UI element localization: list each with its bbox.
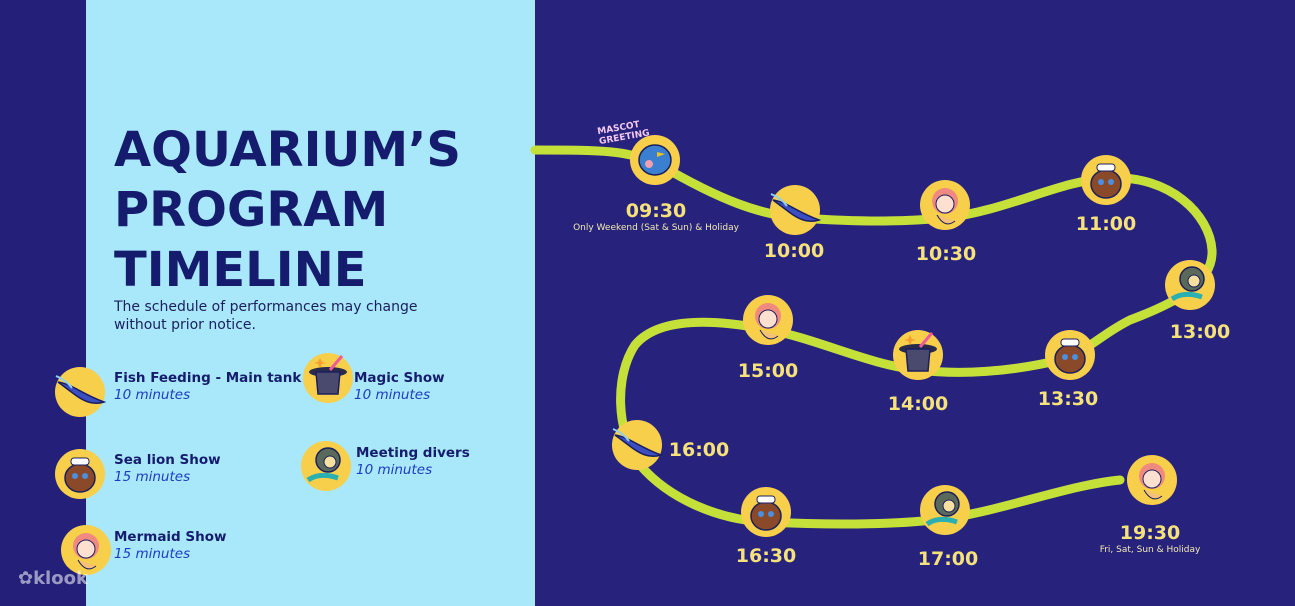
diver-icon: [298, 438, 354, 494]
mermaid-icon: [1124, 452, 1180, 508]
sea-lion-icon: [52, 446, 108, 502]
event-time: 15:00: [737, 360, 799, 382]
mermaid-icon: [917, 177, 973, 233]
sea-lion-icon: [1042, 327, 1098, 383]
event-time: 09:30: [625, 200, 687, 222]
sea-lion-icon: [738, 484, 794, 540]
legend-duration: 15 minutes: [114, 469, 191, 485]
mascot-icon: [627, 132, 683, 188]
event-time: 16:30: [735, 545, 797, 567]
klook-logo: ✿klook: [18, 568, 88, 589]
event-time: 13:30: [1037, 388, 1099, 410]
legend-duration: 10 minutes: [354, 387, 431, 403]
legend-name: Sea lion Show: [114, 452, 221, 468]
legend-name: Mermaid Show: [114, 529, 227, 545]
event-time: 11:00: [1075, 213, 1137, 235]
title-line: TIMELINE: [114, 242, 367, 298]
stingray-icon: [609, 417, 665, 473]
diver-icon: [917, 482, 973, 538]
event-time: 10:00: [763, 240, 825, 262]
event-time: 13:00: [1169, 321, 1231, 343]
legend-panel: [86, 0, 535, 606]
title-line: AQUARIUM’S: [114, 122, 461, 178]
subtitle: The schedule of performances may change …: [114, 299, 418, 333]
event-time: 19:30: [1119, 522, 1181, 544]
legend-duration: 10 minutes: [356, 462, 433, 478]
event-time: 17:00: [917, 548, 979, 570]
legend-duration: 10 minutes: [114, 387, 191, 403]
left-strip: [0, 0, 86, 606]
mermaid-icon: [740, 292, 796, 348]
page-title: AQUARIUM’S PROGRAM TIMELINE: [114, 120, 461, 300]
legend-name: Magic Show: [354, 370, 445, 386]
sea-lion-icon: [1078, 152, 1134, 208]
magic-hat-icon: [890, 327, 946, 383]
magic-hat-icon: [300, 350, 356, 406]
event-time: 14:00: [887, 393, 949, 415]
event-time: 16:00: [668, 439, 730, 461]
stingray-icon: [767, 182, 823, 238]
title-line: PROGRAM: [114, 182, 389, 238]
event-time: 10:30: [915, 243, 977, 265]
event-note: Only Weekend (Sat & Sun) & Holiday: [573, 223, 739, 233]
stingray-icon: [52, 364, 108, 420]
legend-name: Fish Feeding - Main tank: [114, 370, 302, 386]
diver-icon: [1162, 257, 1218, 313]
legend-duration: 15 minutes: [114, 546, 191, 562]
mermaid-icon: [58, 522, 114, 578]
legend-name: Meeting divers: [356, 445, 470, 461]
event-note: Fri, Sat, Sun & Holiday: [1099, 545, 1201, 555]
